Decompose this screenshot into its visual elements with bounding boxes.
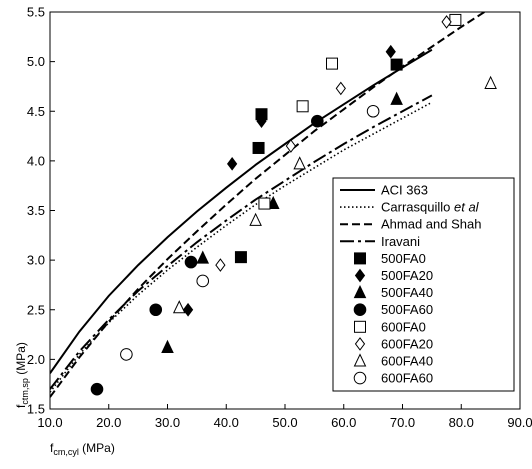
- curves: [50, 12, 487, 398]
- data-point: [249, 212, 262, 226]
- y-tick-label: 2.5: [27, 302, 45, 317]
- data-point: [234, 251, 247, 264]
- legend-label: 500FA40: [381, 285, 433, 300]
- legend-label: Iravani: [381, 234, 420, 249]
- data-point: [252, 141, 265, 154]
- data-point: [196, 274, 210, 288]
- legend: ACI 363 Carrasquillo et al Ahmad and Shah I…: [332, 177, 515, 392]
- y-tick-label: 4.5: [27, 104, 45, 119]
- legend-label: 500FA0: [381, 251, 426, 266]
- data-point: [449, 13, 462, 26]
- x-axis-label: fcm,cyl (MPa): [50, 441, 115, 457]
- data-point: [441, 15, 452, 29]
- series-500FA60: [90, 114, 324, 396]
- data-point: [385, 44, 396, 59]
- y-tick-label: 3.0: [27, 253, 45, 268]
- legend-box: [332, 177, 515, 392]
- series-600FA0: [258, 13, 462, 210]
- series-500FA40: [161, 91, 403, 353]
- data-point: [390, 91, 403, 105]
- data-point: [182, 302, 194, 317]
- curve-iravani: [50, 94, 433, 390]
- legend-marker: [353, 284, 367, 299]
- legend-label: 600FA60: [381, 371, 433, 386]
- y-tick-label: 4.0: [27, 153, 45, 168]
- legend-label: 500FA60: [381, 302, 433, 317]
- data-point: [90, 382, 104, 396]
- legend-label: 600FA40: [381, 354, 433, 369]
- x-tick-label: 40.0: [214, 415, 239, 430]
- legend-label: Ahmad and Shah: [381, 217, 481, 232]
- legend-marker: [353, 353, 367, 367]
- legend-label: 600FA20: [381, 336, 433, 351]
- data-point: [215, 258, 226, 272]
- data-point: [484, 75, 497, 89]
- data-point: [184, 255, 198, 269]
- legend-marker: [354, 252, 366, 265]
- curve-aci-363: [50, 48, 433, 374]
- series-500FA20: [182, 44, 396, 317]
- data-point: [258, 197, 271, 210]
- data-point: [285, 139, 296, 153]
- y-tick-label: 2.0: [27, 352, 45, 367]
- series-600FA60: [120, 104, 380, 361]
- data-point: [335, 81, 346, 96]
- legend-label: 500FA20: [381, 268, 433, 283]
- data-point: [161, 339, 174, 353]
- y-axis-label: fctm,sp (MPa): [14, 342, 30, 408]
- series-600FA20: [215, 15, 452, 272]
- legend-marker: [353, 303, 367, 317]
- data-point: [311, 114, 324, 128]
- legend-label: 600FA0: [381, 319, 426, 334]
- data-point: [172, 300, 186, 314]
- y-tick-label: 3.5: [27, 203, 45, 218]
- data-point: [390, 58, 403, 71]
- y-tick-label: 1.5: [27, 402, 45, 417]
- y-tick-label: 5.0: [27, 54, 45, 69]
- y-tick-label: 5.5: [27, 5, 45, 20]
- legend-marker: [354, 337, 366, 351]
- data-point: [256, 114, 267, 129]
- data-point: [366, 104, 380, 118]
- data-point: [326, 57, 338, 70]
- x-tick-label: 70.0: [390, 415, 415, 430]
- legend-marker: [354, 268, 366, 283]
- data-point: [149, 303, 163, 317]
- data-point: [296, 100, 309, 113]
- data-point: [196, 250, 210, 264]
- x-tick-label: 30.0: [155, 415, 180, 430]
- x-tick-label: 20.0: [96, 415, 121, 430]
- x-tick-label: 80.0: [449, 415, 474, 430]
- data-point: [266, 195, 280, 210]
- data-point: [120, 348, 133, 361]
- legend-label: ACI 363: [381, 183, 428, 198]
- x-tick-label: 90.0: [507, 415, 532, 430]
- series-600FA40: [172, 75, 497, 314]
- legend-marker: [354, 320, 366, 333]
- legend-marker: [353, 371, 367, 385]
- x-tick-label: 10.0: [37, 415, 62, 430]
- legend-label: Carrasquillo et al: [381, 200, 480, 215]
- data-point: [293, 156, 306, 170]
- x-tick-label: 50.0: [272, 415, 297, 430]
- series-500FA0: [234, 58, 403, 264]
- data-point: [227, 157, 238, 171]
- x-tick-label: 60.0: [331, 415, 356, 430]
